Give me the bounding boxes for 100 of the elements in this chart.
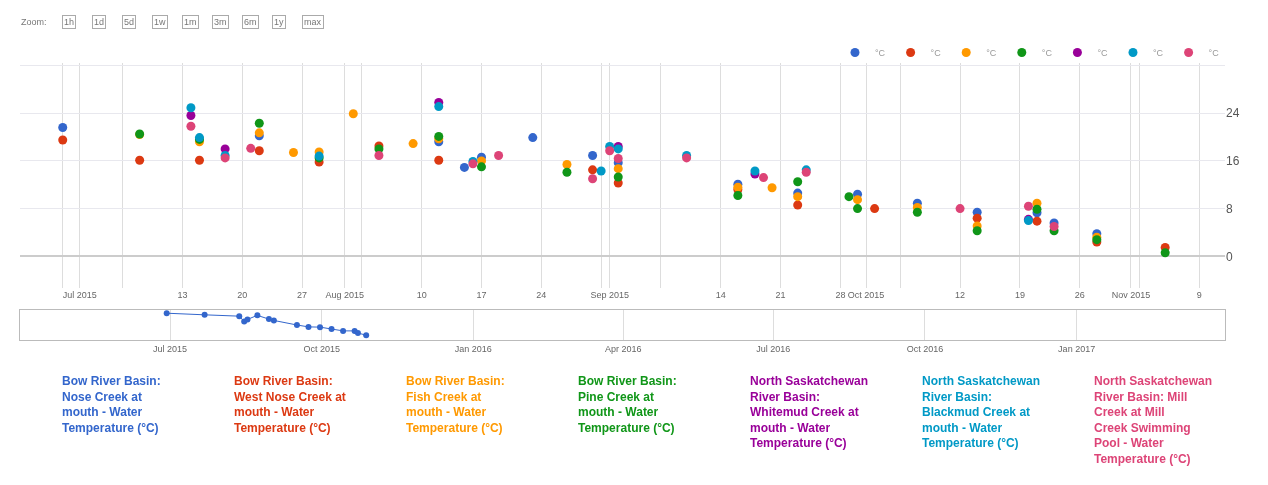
point bbox=[870, 204, 880, 214]
x-tick-label: Apr 2016 bbox=[605, 343, 642, 354]
point bbox=[317, 324, 324, 331]
point bbox=[972, 226, 982, 236]
text: Bow River Basin: Fish Creek at mouth - Water Temperature (°C) bbox=[406, 374, 505, 435]
x-tick-label: 10 bbox=[416, 290, 427, 300]
point bbox=[793, 200, 803, 210]
point bbox=[186, 121, 196, 131]
x-tick-label: 28 bbox=[835, 290, 846, 300]
point bbox=[605, 146, 615, 156]
text: 1d bbox=[94, 17, 105, 27]
point bbox=[363, 332, 370, 339]
text: North Saskatchewan River Basin: Mill Creek at Mill Creek Swimming Pool - Water Temperature (°C) bbox=[1094, 374, 1213, 466]
text: Bow River Basin: Pine Creek at mouth - Water Temperature (°C) bbox=[578, 374, 677, 435]
point bbox=[254, 118, 264, 128]
point bbox=[844, 192, 854, 202]
x-tick-label: 12 bbox=[955, 290, 966, 300]
text: 3m bbox=[214, 17, 227, 27]
point bbox=[596, 166, 606, 176]
point bbox=[972, 213, 982, 223]
point bbox=[288, 148, 298, 158]
point bbox=[912, 207, 922, 217]
text: 1w bbox=[154, 17, 167, 27]
x-tick-label: 19 bbox=[1014, 290, 1025, 300]
text: 1y bbox=[274, 17, 285, 27]
point bbox=[613, 153, 623, 163]
point bbox=[476, 162, 486, 172]
point bbox=[588, 151, 598, 161]
point bbox=[793, 177, 803, 187]
point bbox=[528, 133, 538, 143]
x-tick-label: Oct 2015 bbox=[847, 290, 885, 300]
x-tick-label: Jul 2016 bbox=[756, 343, 791, 354]
x-tick-label: Nov 2015 bbox=[1111, 290, 1151, 300]
point bbox=[613, 164, 623, 174]
point bbox=[236, 313, 243, 320]
y-tick-label: 24 bbox=[1226, 106, 1240, 121]
point bbox=[328, 326, 335, 333]
text: Zoom: bbox=[21, 17, 47, 27]
x-tick-label: 14 bbox=[715, 290, 726, 300]
point bbox=[562, 167, 572, 177]
point bbox=[853, 204, 863, 214]
legend-label: °C bbox=[875, 48, 886, 59]
point bbox=[58, 135, 68, 145]
point bbox=[793, 192, 803, 202]
point bbox=[201, 311, 208, 318]
y-tick-label: 8 bbox=[1226, 201, 1233, 216]
x-tick-label: Aug 2015 bbox=[325, 290, 365, 300]
x-tick-label: 13 bbox=[177, 290, 188, 300]
legend-label: °C bbox=[1208, 48, 1220, 59]
x-tick-label: 17 bbox=[476, 290, 487, 300]
legend-label: °C bbox=[1041, 48, 1053, 59]
point bbox=[955, 204, 965, 214]
point bbox=[348, 109, 358, 119]
point bbox=[340, 327, 347, 334]
point bbox=[408, 139, 418, 149]
text: 5d bbox=[124, 17, 135, 27]
text: 1h bbox=[64, 17, 75, 27]
text: North Saskatchewan River Basin: Whitemud Creek at mouth - Water Temperature (°C) bbox=[750, 374, 869, 451]
point bbox=[246, 143, 256, 153]
y-tick-label: 16 bbox=[1226, 154, 1240, 169]
point bbox=[1023, 201, 1033, 211]
text: Bow River Basin: Nose Creek at mouth - Water Temperature (°C) bbox=[62, 374, 161, 435]
x-tick-label: 9 bbox=[1196, 290, 1202, 300]
point bbox=[562, 159, 572, 169]
x-tick-label: Jul 2015 bbox=[62, 290, 97, 300]
point bbox=[434, 102, 444, 112]
x-tick-label: Jan 2017 bbox=[1058, 343, 1096, 354]
text: 1m bbox=[184, 17, 197, 27]
point bbox=[293, 322, 300, 328]
point bbox=[265, 316, 272, 323]
point bbox=[1049, 222, 1059, 232]
text: 6m bbox=[244, 17, 257, 27]
x-tick-label: 21 bbox=[775, 290, 786, 300]
point bbox=[1160, 248, 1170, 258]
point bbox=[254, 312, 261, 319]
point bbox=[767, 183, 777, 193]
legend-label: °C bbox=[1153, 48, 1164, 59]
x-tick-label: Jan 2016 bbox=[454, 343, 492, 354]
x-tick-label: Sep 2015 bbox=[590, 290, 629, 300]
point bbox=[1032, 204, 1042, 214]
point bbox=[459, 162, 469, 172]
text: Bow River Basin: West Nose Creek at mouth - Water Temperature (°C) bbox=[234, 374, 346, 435]
point bbox=[305, 323, 312, 330]
point bbox=[58, 122, 68, 132]
point bbox=[853, 195, 863, 205]
x-tick-label: Oct 2016 bbox=[906, 343, 944, 354]
text: North Saskatchewan River Basin: Blackmud Creek at mouth - Water Temperature (°C) bbox=[922, 374, 1041, 451]
point bbox=[186, 111, 196, 121]
point bbox=[186, 103, 196, 113]
y-tick-label: 0 bbox=[1226, 249, 1233, 264]
legend-label: °C bbox=[1097, 48, 1108, 59]
point bbox=[588, 174, 598, 184]
point bbox=[588, 165, 598, 175]
x-tick-label: Jul 2015 bbox=[152, 343, 188, 354]
x-tick-label: 27 bbox=[297, 290, 308, 300]
x-tick-label: 26 bbox=[1074, 290, 1085, 300]
legend-label: °C bbox=[930, 48, 942, 59]
point bbox=[494, 151, 504, 161]
legend-label: °C bbox=[986, 48, 997, 59]
point bbox=[194, 155, 204, 165]
